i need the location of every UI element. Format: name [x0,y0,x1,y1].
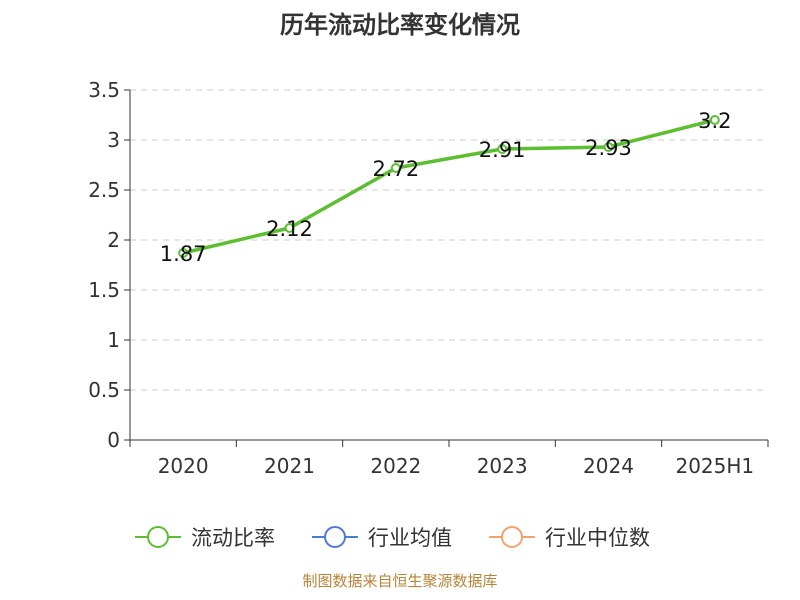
legend-label: 行业均值 [368,526,452,550]
y-tick-label: 3.5 [88,78,120,102]
legend-marker [501,526,523,548]
y-tick-label: 1.5 [88,278,120,302]
data-label: 2.72 [372,157,419,181]
legend-label: 流动比率 [191,526,275,550]
legend-item[interactable]: 行业中位数 [489,526,650,550]
data-label: 3.2 [698,109,731,133]
y-tick-label: 3 [107,128,120,152]
legend-item[interactable]: 行业均值 [312,526,452,550]
x-tick-label: 2020 [158,454,209,478]
y-tick-label: 0.5 [88,378,120,402]
x-tick-label: 2024 [583,454,634,478]
data-point[interactable] [497,144,508,154]
legend-marker [147,526,169,548]
data-point[interactable] [178,248,189,258]
series-line [182,118,716,255]
data-point[interactable] [390,163,401,173]
x-tick-label: 2023 [477,454,528,478]
x-tick-label: 2021 [264,454,315,478]
circle-line-icon [312,526,358,548]
y-tick-label: 0 [107,428,120,452]
y-tick-label: 1 [107,328,120,352]
x-tick-label: 2025H1 [675,454,754,478]
data-label: 2.12 [266,217,313,241]
data-labels: 1.87 2.12 2.72 2.91 2.93 3.2 [160,109,732,266]
data-label: 1.87 [160,242,207,266]
circle-line-icon [135,526,181,548]
x-tick-label: 2022 [370,454,421,478]
data-label: 2.91 [479,138,526,162]
y-tick-label: 2 [107,228,120,252]
chart-title: 历年流动比率变化情况 [280,11,520,39]
data-label: 2.93 [585,136,632,160]
legend-item[interactable]: 流动比率 [135,526,275,550]
data-point[interactable] [284,223,295,233]
y-axis: 0 0.5 1 1.5 2 2.5 3 3.5 [88,78,131,452]
legend-marker [324,526,346,548]
circle-line-icon [489,526,535,548]
data-point[interactable] [709,115,720,125]
series-layer [178,115,720,258]
x-axis: 2020 2021 2022 2023 2024 2025H1 [129,439,769,478]
source-note: 制图数据来自恒生聚源数据库 [302,572,497,590]
grid-lines [130,89,768,391]
y-tick-label: 2.5 [88,178,120,202]
data-point[interactable] [603,142,614,152]
legend-label: 行业中位数 [545,526,650,550]
legend[interactable]: 流动比率 行业均值 行业中位数 [135,526,650,550]
